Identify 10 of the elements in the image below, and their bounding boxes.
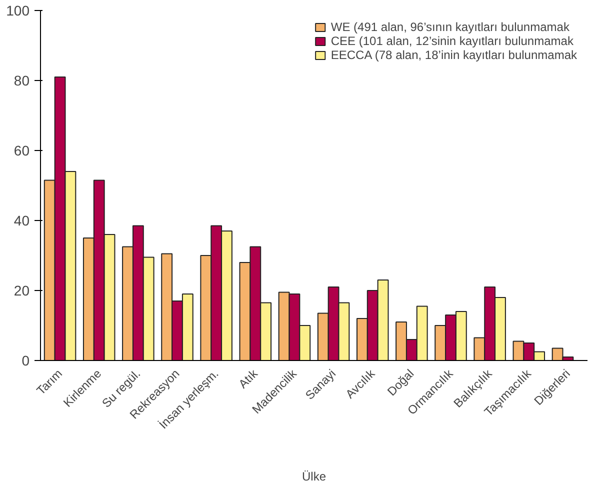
y-tick-label: 20 (14, 282, 30, 298)
legend-label: CEE (101 alan, 12’sinin kayıtları bulunmamak (330, 34, 574, 48)
legend-label: WE (491 alan, 96’sının kayıtları bulunmamak (330, 20, 570, 34)
y-tick-label: 0 (22, 352, 30, 368)
x-axis-title: Ülke (302, 470, 326, 484)
y-tick-label: 100 (6, 2, 30, 18)
y-tick-label: 60 (14, 142, 30, 158)
y-tick-label: 80 (14, 72, 30, 88)
y-tick-label: 40 (14, 212, 30, 228)
legend-label: EECCA (78 alan, 18’inin kayıtları bulunmamak (330, 48, 577, 62)
